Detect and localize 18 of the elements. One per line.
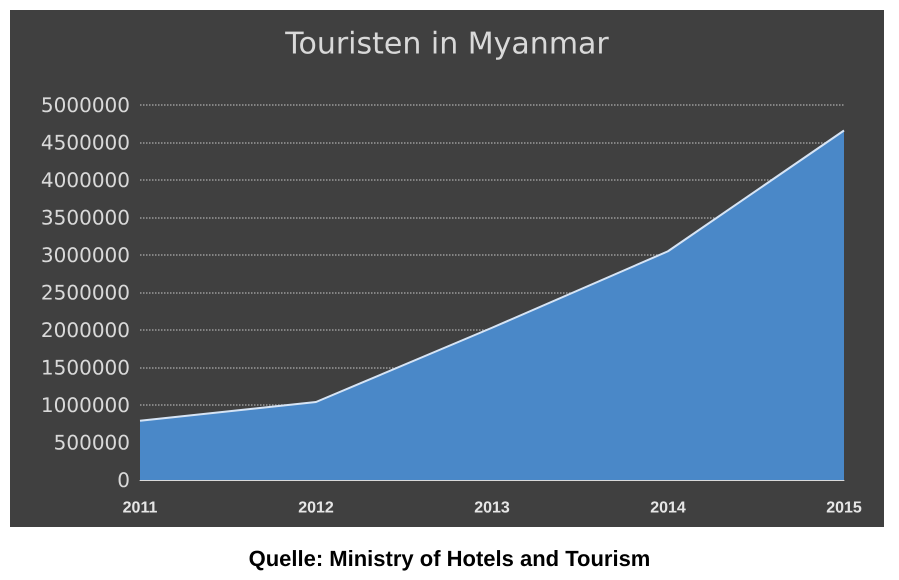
y-tick-label: 0 [117,468,130,492]
x-tick-label: 2011 [122,500,158,516]
y-tick-label: 3500000 [40,206,130,230]
x-tick-label: 2015 [826,500,862,516]
x-tick-label: 2014 [650,500,686,516]
y-tick-label: 4500000 [40,130,130,154]
y-tick-label: 1500000 [40,356,130,380]
y-tick-label: 3000000 [40,243,130,267]
y-tick-label: 2000000 [40,318,130,342]
y-tick-label: 2500000 [40,280,130,304]
y-tick-label: 500000 [54,430,130,454]
y-tick-label: 4000000 [40,168,130,192]
y-tick-label: 1000000 [40,393,130,417]
x-tick-label: 2013 [474,500,510,516]
chart-title: Touristen in Myanmar [284,26,610,62]
x-tick-label: 2012 [298,500,334,516]
y-tick-label: 5000000 [40,93,130,117]
source-note: Quelle: Ministry of Hotels and Tourism [248,546,652,572]
